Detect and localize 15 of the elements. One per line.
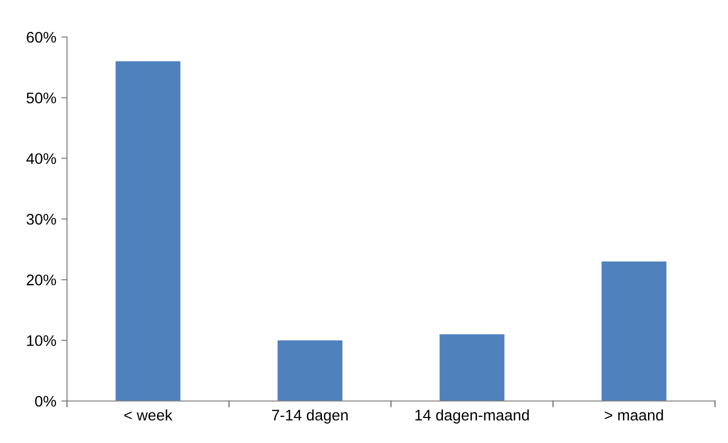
x-tick-label: 7-14 dagen [272,409,348,424]
bar [602,261,666,401]
x-tick-label: 14 dagen-maand [415,409,529,424]
y-tick-label: 0% [35,396,56,407]
bar [440,334,504,401]
y-tick-label: 50% [26,92,56,104]
x-tick-label: < week [124,409,172,421]
bar [278,340,342,401]
y-tick-label: 20% [26,274,56,286]
y-tick-label: 40% [26,153,56,164]
y-tick-label: 60% [26,32,56,43]
y-tick-label: 10% [27,335,56,346]
bar [116,61,180,401]
x-tick-label: > maand [604,409,663,421]
y-tick-label: 30% [26,214,56,225]
